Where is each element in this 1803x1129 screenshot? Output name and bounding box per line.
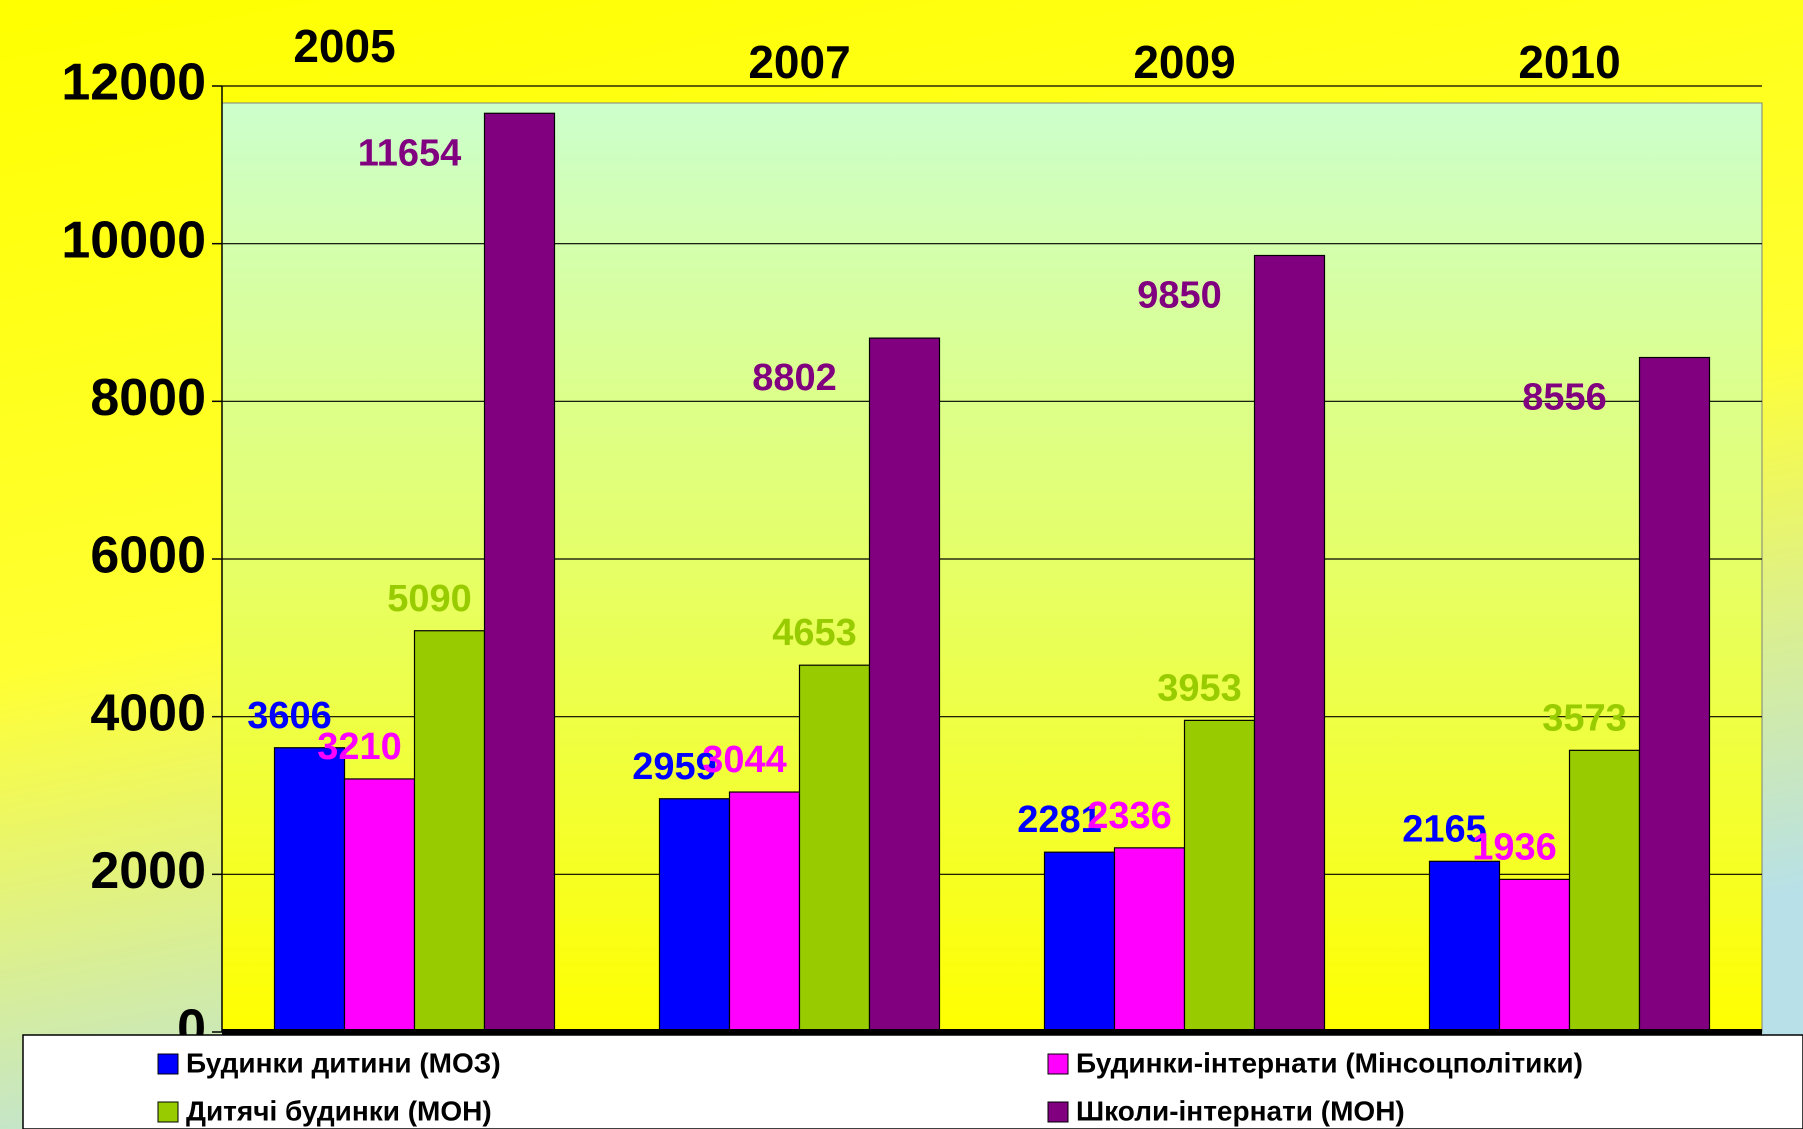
data-label: 11654 [358,132,462,174]
legend-label: Дитячі будинки (МОН) [186,1095,492,1126]
bar [658,798,731,1033]
data-label: 4653 [772,612,857,654]
legend-swatch [1047,1053,1069,1075]
data-label: 2165 [1402,808,1487,850]
legend-swatch [157,1101,179,1123]
bar [483,112,556,1033]
x-tick-label: 2007 [748,36,850,88]
x-tick-label: 2010 [1518,36,1620,88]
bar [1498,878,1571,1033]
data-label: 5090 [387,578,472,620]
bar [728,791,801,1033]
bar [343,778,416,1033]
bar [868,337,941,1033]
data-label: 3606 [247,695,332,737]
data-label: 1936 [1472,826,1557,868]
bar [1113,847,1186,1033]
bar [1428,860,1501,1033]
y-tick-label: 8000 [90,369,206,427]
data-label: 8802 [752,357,837,399]
legend-label: Школи-інтернати (МОН) [1076,1095,1405,1126]
data-label: 3044 [702,739,787,781]
y-tick-label: 2000 [90,842,206,900]
bar [413,630,486,1033]
y-tick-label: 12000 [61,54,206,112]
legend [22,1034,1803,1129]
legend-label: Будинки-інтернати (Мінсоцполітики) [1076,1047,1583,1078]
bar [1638,356,1711,1033]
data-label: 3210 [317,726,402,768]
legend-label: Будинки дитини (МОЗ) [186,1047,501,1078]
data-label: 3573 [1542,697,1627,739]
y-tick-label: 10000 [61,211,206,269]
bar [1183,719,1256,1033]
data-label: 3953 [1157,667,1242,709]
data-label: 2959 [632,746,717,788]
bar [1568,749,1641,1033]
bar [798,664,871,1033]
x-tick-label: 2009 [1133,36,1235,88]
data-label: 2336 [1087,795,1172,837]
legend-swatch [157,1053,179,1075]
y-tick-label: 6000 [90,527,206,585]
legend-swatch [1047,1101,1069,1123]
x-tick-label: 2005 [293,20,395,72]
bar [273,747,346,1033]
data-label: 8556 [1522,377,1607,419]
y-tick-label: 4000 [90,684,206,742]
bar [1253,254,1326,1033]
data-label: 9850 [1137,275,1222,317]
bar [1043,851,1116,1033]
data-label: 2281 [1017,799,1102,841]
